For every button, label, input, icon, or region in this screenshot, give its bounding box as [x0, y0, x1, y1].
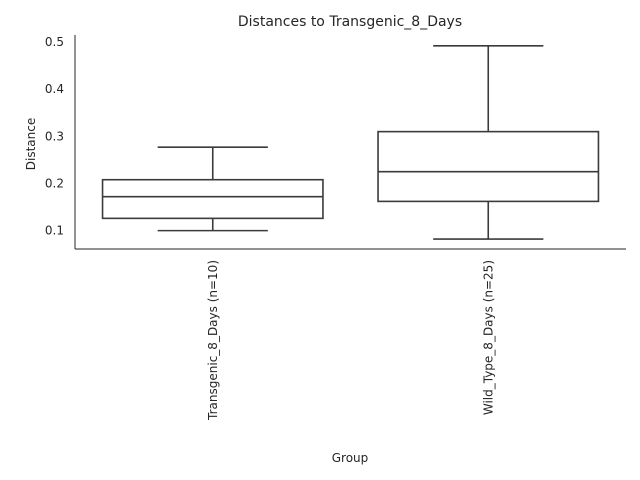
x-tick-label: Wild_Type_8_Days (n=25): [481, 260, 495, 415]
x-axis-label: Group: [332, 451, 369, 465]
box-2: [377, 45, 600, 240]
y-axis-label: Distance: [24, 118, 38, 170]
box-1: [101, 146, 324, 232]
y-tick-label: 0.2: [45, 176, 64, 190]
iqr-box: [101, 178, 324, 220]
iqr-box: [377, 130, 600, 203]
y-tick-label: 0.5: [45, 35, 64, 49]
x-axis-ticks: Transgenic_8_Days (n=10) Wild_Type_8_Days…: [206, 260, 496, 421]
y-axis-ticks: 0.1 0.2 0.3 0.4 0.5: [45, 35, 64, 238]
y-tick-label: 0.3: [45, 129, 64, 143]
box-series: [101, 45, 600, 240]
chart-title: Distances to Transgenic_8_Days: [238, 14, 462, 30]
y-tick-label: 0.1: [45, 224, 64, 238]
x-tick-label: Transgenic_8_Days (n=10): [206, 260, 220, 421]
y-tick-label: 0.4: [45, 82, 64, 96]
